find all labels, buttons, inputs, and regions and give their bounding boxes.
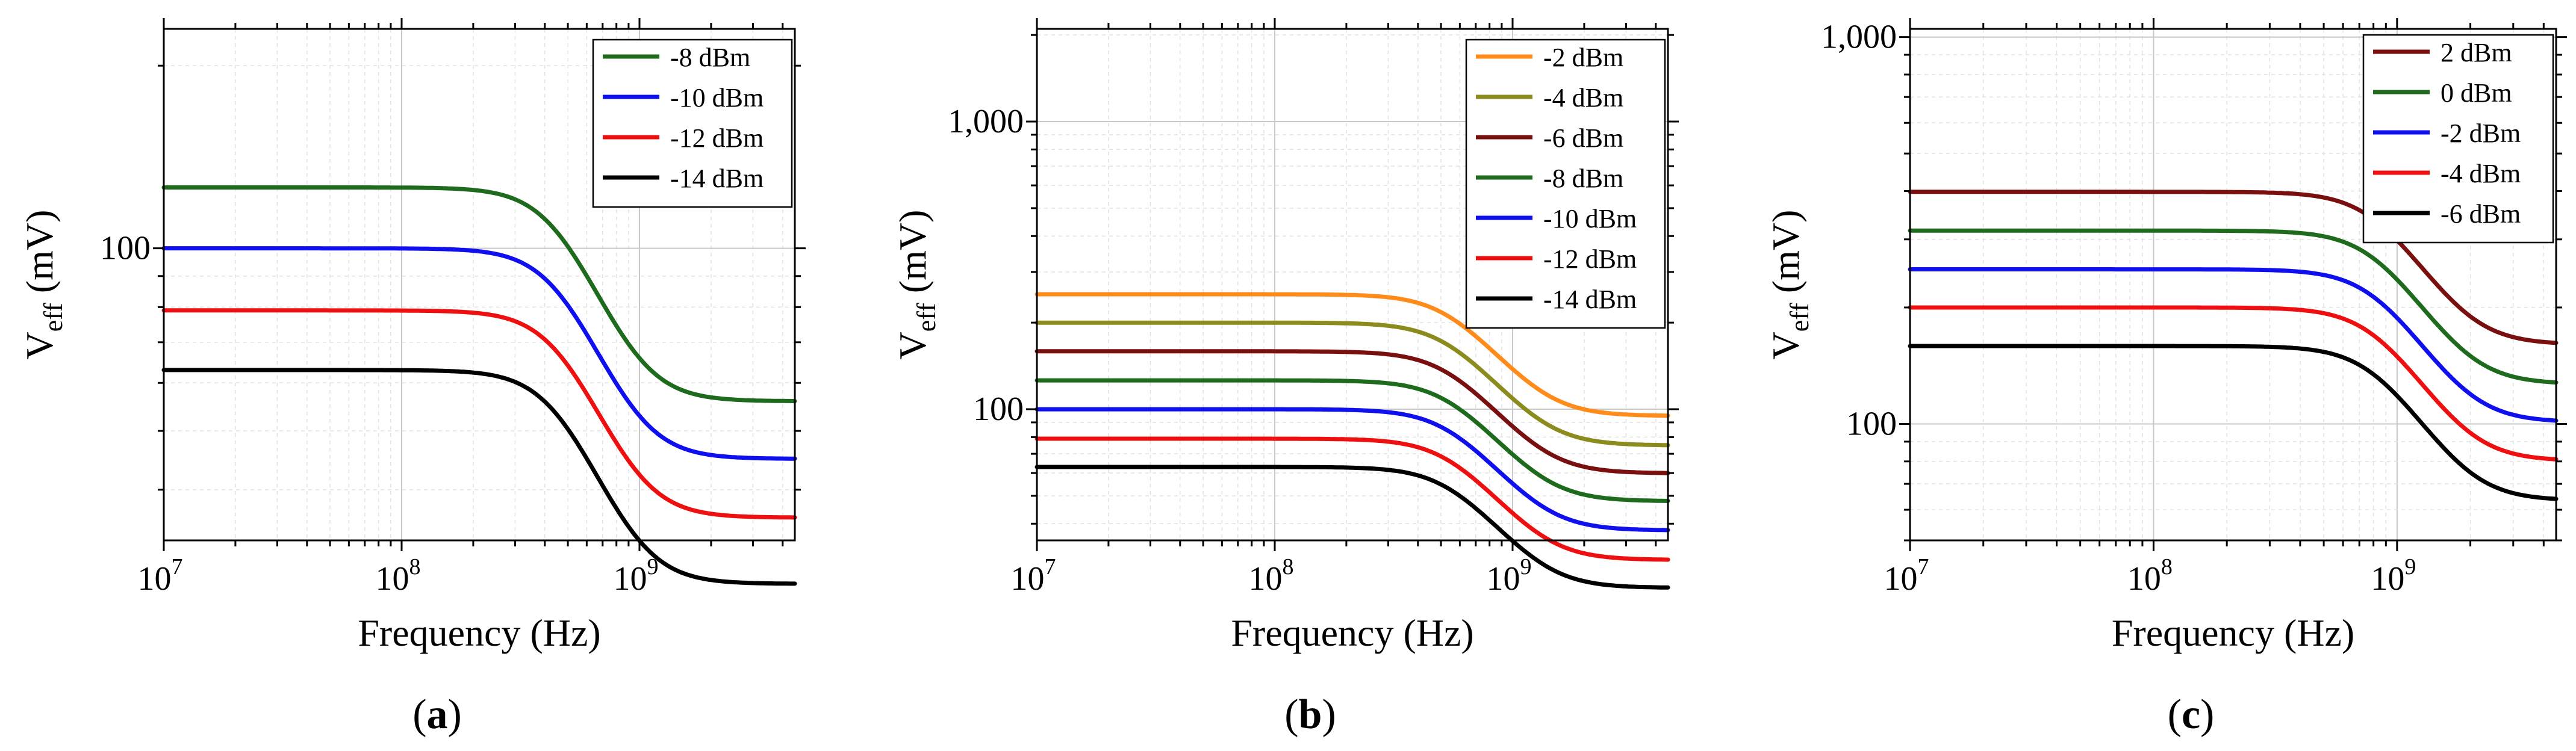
x-tick-label: 109 xyxy=(613,554,658,598)
plot-frame xyxy=(1036,28,1669,542)
series-line xyxy=(1034,378,1670,503)
series-line xyxy=(161,368,797,586)
y-tick-label: 100 xyxy=(100,230,151,267)
y-tick-label: 100 xyxy=(1846,405,1897,442)
panel-label: (c) xyxy=(2168,691,2215,738)
legend-label: -10 dBm xyxy=(670,83,764,113)
panel-label: (b) xyxy=(1284,691,1336,738)
plot-frame xyxy=(163,28,796,542)
legend-label: -6 dBm xyxy=(2441,199,2521,229)
x-tick-label: 108 xyxy=(1248,554,1293,598)
chart-panel-c: 107 108 109 100 1,000 Frequency (Hz) Veff (mV)… xyxy=(1764,18,2567,738)
legend-label: -12 dBm xyxy=(670,123,764,153)
axis-ticks xyxy=(1026,18,1679,551)
x-axis-title: Frequency (Hz) xyxy=(2112,611,2354,654)
y-tick-label: 1,000 xyxy=(948,103,1024,140)
legend-box xyxy=(2362,34,2554,244)
series-group xyxy=(1908,190,2559,501)
series-line xyxy=(1034,465,1670,590)
series-line xyxy=(1908,190,2559,345)
series-line xyxy=(1908,267,2559,423)
x-tick-label: 109 xyxy=(1486,554,1531,598)
x-tick-label: 108 xyxy=(375,554,420,598)
chart-panel-a: 107 108 109 100 Frequency (Hz) Veff (mV) -8 dB… xyxy=(18,18,806,738)
series-line xyxy=(1908,305,2559,462)
x-tick-label: 107 xyxy=(1011,554,1056,598)
series-line xyxy=(1034,320,1670,448)
axis-ticks xyxy=(1899,18,2567,551)
series-line xyxy=(1034,436,1670,562)
series-group xyxy=(161,185,797,586)
legend-label: -4 dBm xyxy=(2441,159,2521,188)
y-axis-title: Veff (mV) xyxy=(1764,210,1814,360)
series-line xyxy=(1034,349,1670,475)
legend-label: -14 dBm xyxy=(1543,285,1637,314)
axis-ticks xyxy=(153,18,806,551)
legend-label: -2 dBm xyxy=(2441,119,2521,148)
legend-label: -8 dBm xyxy=(1543,164,1623,193)
y-tick-label: 100 xyxy=(973,391,1024,428)
x-tick-label: 107 xyxy=(138,554,183,598)
plot-frame xyxy=(1909,28,2557,542)
legend-label: -14 dBm xyxy=(670,164,764,193)
legend: 2 dBm 0 dBm -2 dBm -4 dBm -6 dBm xyxy=(2362,34,2554,244)
legend-label: -8 dBm xyxy=(670,43,750,72)
legend: -2 dBm -4 dBm -6 dBm -8 dBm -10 dBm -12 dBm -1… xyxy=(1465,39,1666,329)
panel-label: (a) xyxy=(412,691,462,738)
series-line xyxy=(1908,344,2559,501)
y-axis-title: Veff (mV) xyxy=(18,210,68,360)
series-line xyxy=(161,185,797,403)
legend-box xyxy=(1465,39,1666,329)
series-line xyxy=(161,246,797,461)
x-axis-title: Frequency (Hz) xyxy=(1231,611,1473,654)
legend-label: 2 dBm xyxy=(2441,38,2512,67)
legend-label: -4 dBm xyxy=(1543,83,1623,113)
chart-panel-b: 107 108 109 100 1,000 Frequency (Hz) Veff (mV)… xyxy=(891,18,1679,738)
series-line xyxy=(1908,228,2559,385)
legend-label: 0 dBm xyxy=(2441,78,2512,108)
x-tick-label: 107 xyxy=(1884,554,1929,598)
legend-label: -2 dBm xyxy=(1543,43,1623,72)
legend-label: -6 dBm xyxy=(1543,123,1623,153)
x-axis-title: Frequency (Hz) xyxy=(358,611,600,654)
series-line xyxy=(161,308,797,520)
series-group xyxy=(1034,292,1670,590)
x-tick-label: 109 xyxy=(2371,554,2416,598)
x-tick-label: 108 xyxy=(2127,554,2173,598)
legend: -8 dBm -10 dBm -12 dBm -14 dBm xyxy=(592,39,793,208)
legend-label: -12 dBm xyxy=(1543,244,1637,274)
y-tick-label: 1,000 xyxy=(1821,19,1897,56)
series-line xyxy=(1034,407,1670,533)
y-axis-title: Veff (mV) xyxy=(891,210,941,360)
series-line xyxy=(1034,292,1670,418)
legend-label: -10 dBm xyxy=(1543,204,1637,233)
